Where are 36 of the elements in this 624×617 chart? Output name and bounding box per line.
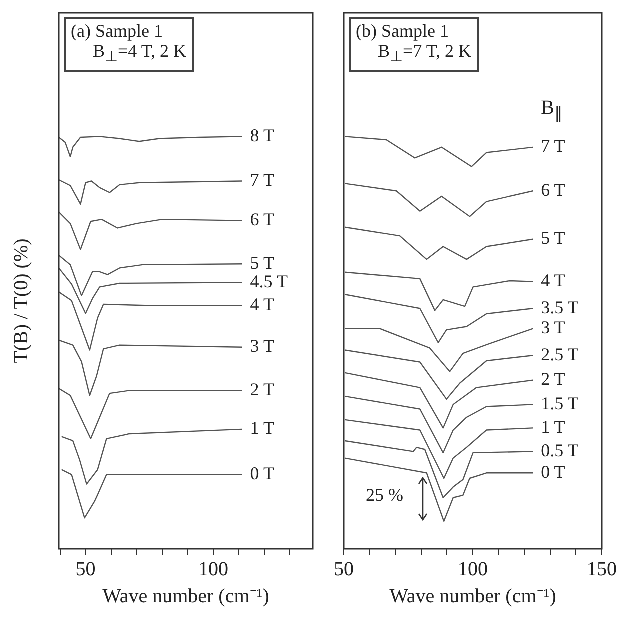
series-label: 4 T: [541, 270, 566, 291]
series-label: 6 T: [250, 210, 274, 230]
series-label: 1 T: [541, 416, 566, 437]
series-label: 2 T: [250, 379, 274, 400]
series-label: 4.5 T: [250, 271, 288, 292]
x-tick-label: 50: [76, 558, 96, 580]
series-label: 5 T: [250, 252, 274, 273]
series-label: 2.5 T: [541, 344, 579, 364]
series-label: 0 T: [541, 462, 566, 482]
x-axis-title: Wave number (cm⁻¹): [390, 585, 556, 608]
x-tick-label: 50: [334, 558, 354, 580]
chart-title: (a) Sample 1: [71, 21, 164, 41]
series-label: 3.5 T: [541, 297, 579, 318]
series-label: 3 T: [250, 336, 274, 356]
chart-subtitle: B$_{⊥}$=4 T, 2 K: [92, 41, 186, 68]
chart-subtitle: B$_{⊥}$=7 T, 2 K: [377, 41, 472, 68]
series-label: 2 T: [541, 369, 566, 390]
x-tick-label: 100: [198, 558, 228, 580]
legend-title: B$_{∥}$: [541, 97, 564, 124]
series-label: 1 T: [250, 418, 274, 438]
series-label: 8 T: [250, 125, 274, 146]
series-label: 1.5 T: [541, 393, 579, 414]
x-tick-label: 100: [458, 558, 488, 580]
series-label: 5 T: [541, 228, 566, 248]
x-tick-label: 150: [587, 558, 617, 580]
series-label: 0 T: [250, 464, 274, 484]
series-label: 3 T: [541, 318, 566, 338]
series-label: 7 T: [250, 170, 274, 190]
series-label: 4 T: [250, 294, 274, 314]
y-axis-title: T(B) / T(0) (%): [10, 238, 32, 364]
x-axis-title: Wave number (cm⁻¹): [102, 585, 270, 608]
series-label: 0.5 T: [541, 440, 579, 460]
series-label: 6 T: [541, 180, 566, 200]
series-label: 7 T: [541, 136, 566, 156]
annotation: 25 %: [366, 485, 404, 506]
chart-title: (b) Sample 1: [356, 21, 450, 41]
